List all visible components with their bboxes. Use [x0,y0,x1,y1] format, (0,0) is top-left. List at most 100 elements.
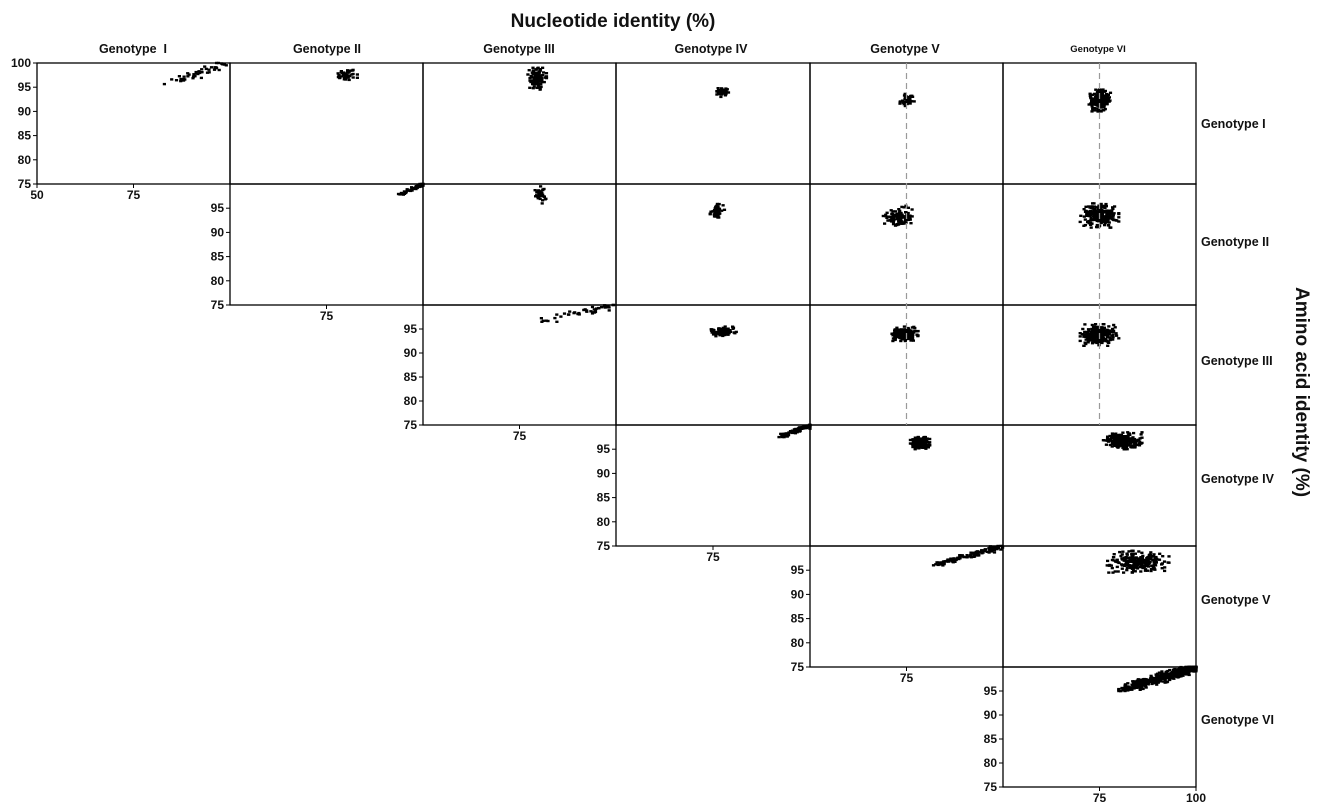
data-point [542,320,545,322]
data-point [1111,208,1114,210]
data-point [1158,559,1161,561]
data-point [1103,211,1106,213]
data-point [178,75,181,77]
panel-3-3: 758085909575 [597,424,812,564]
data-point [1079,332,1082,334]
data-point [902,335,905,337]
y-tick-label: 85 [791,612,805,626]
data-point [1132,432,1135,434]
data-point [974,552,977,554]
data-point [1090,328,1093,330]
data-point [894,210,897,212]
data-point [722,204,725,206]
data-point [1194,668,1197,670]
data-point [943,560,946,562]
data-point [1110,435,1113,437]
data-point [577,312,580,314]
data-point [1087,330,1090,332]
data-point [718,334,721,336]
data-point [926,437,929,439]
data-point [1122,564,1125,566]
data-point [1102,439,1105,441]
data-point [352,76,355,78]
data-point [175,79,178,81]
data-point [924,445,927,447]
data-point [787,434,790,436]
panel-frame [1003,667,1196,787]
data-point [540,81,543,83]
data-point [356,73,359,75]
data-point [1171,672,1174,674]
data-point [1103,327,1106,329]
panel-3-5 [1003,425,1196,546]
x-tick-label: 100 [1186,791,1206,804]
data-point [1157,679,1160,681]
data-point [1149,680,1152,682]
data-point [962,556,965,558]
data-point [1089,212,1092,214]
data-point [911,326,914,328]
data-point [717,327,720,329]
data-point [418,186,421,188]
data-point [1140,431,1143,433]
column-labels: Genotype I Genotype II Genotype III Geno… [99,42,1126,56]
data-point [213,69,216,71]
data-point [1125,556,1128,558]
data-point [791,430,794,432]
data-point [912,339,915,341]
row-label-genotype-i: Genotype I [1201,117,1266,131]
data-point [205,68,208,70]
data-point [1084,333,1087,335]
data-point [1130,684,1133,686]
data-point [910,100,913,102]
data-point [200,68,203,70]
data-point [890,220,893,222]
data-point [1135,440,1138,442]
data-point [1152,682,1155,684]
panel-frame [616,184,810,305]
data-point [542,71,545,73]
y-tick-label: 75 [597,539,611,553]
data-point [891,216,894,218]
data-point [1127,557,1130,559]
data-point [895,224,898,226]
data-point [907,207,910,209]
y-tick-label: 95 [597,442,611,456]
data-point [1127,433,1130,435]
y-tick-label: 85 [597,491,611,505]
data-point [1108,226,1111,228]
data-point [1188,670,1191,672]
data-point [1100,342,1103,344]
data-point [179,80,182,82]
data-point [710,328,713,330]
data-point [1112,556,1115,558]
data-point [1106,336,1109,338]
data-point [1137,561,1140,563]
data-point [553,317,556,319]
data-point [946,560,949,562]
data-point [799,427,802,429]
data-point [1121,432,1124,434]
panel-2-3 [616,305,810,425]
data-point [1111,567,1114,569]
x-tick-label: 75 [513,429,527,443]
data-point [1101,214,1104,216]
data-point [1079,215,1082,217]
data-point [182,78,185,80]
data-point [1116,561,1119,563]
data-point [539,68,542,70]
row-label-genotype-ii: Genotype II [1201,235,1269,249]
data-point [1085,338,1088,340]
data-point [1115,335,1118,337]
data-point [1133,685,1136,687]
data-point [1103,99,1106,101]
data-point [559,315,562,317]
data-point [1178,668,1181,670]
data-point [709,213,712,215]
data-point [572,312,575,314]
data-point [1090,110,1093,112]
data-point [1117,216,1120,218]
data-point [539,198,542,200]
data-point [1093,325,1096,327]
y-tick-label: 80 [211,274,225,288]
